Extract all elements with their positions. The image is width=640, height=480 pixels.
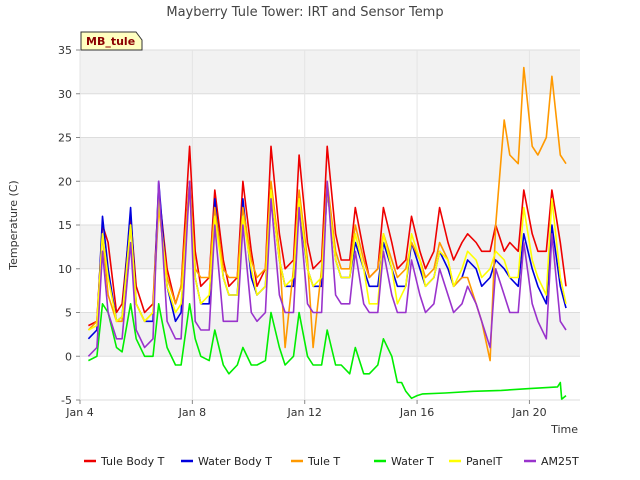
- site-badge-box: [80, 31, 143, 51]
- plot-band: [80, 50, 580, 94]
- site-badge-text: MB_tule: [86, 35, 135, 48]
- legend-item: Tule Body T: [84, 455, 165, 468]
- legend: Tule Body T Water Body T Tule T Water T Pane…: [84, 455, 579, 468]
- y-tick-label: 15: [58, 219, 72, 232]
- y-tick-label: 0: [65, 350, 72, 363]
- y-tick-label: 25: [58, 132, 72, 145]
- legend-item: Water T: [374, 455, 434, 468]
- x-axis-label: Time: [550, 423, 578, 436]
- y-axis-label: Temperature (C): [7, 180, 20, 270]
- legend-label: AM25T: [541, 455, 579, 468]
- legend-label: PanelT: [466, 455, 503, 468]
- legend-label: Water T: [391, 455, 434, 468]
- legend-item: AM25T: [524, 455, 579, 468]
- x-tick-label: Jan 20: [511, 406, 546, 419]
- series-line-6: [87, 180, 567, 357]
- y-tick-label: 35: [58, 44, 72, 57]
- legend-item: PanelT: [449, 455, 503, 468]
- legend-label: Tule T: [307, 455, 340, 468]
- x-tick-label: Jan 12: [286, 406, 321, 419]
- y-tick-label: 20: [58, 175, 72, 188]
- series-layer: [87, 66, 567, 400]
- x-tick-label: Jan 8: [178, 406, 206, 419]
- legend-label: Tule Body T: [100, 455, 165, 468]
- y-tick-label: 10: [58, 263, 72, 276]
- y-axis-ticks: -5 0 5 10 15 20 25 30 35: [58, 44, 80, 407]
- x-tick-label: Jan 4: [65, 406, 93, 419]
- series-line-1: [88, 145, 567, 327]
- plot-band: [80, 312, 580, 357]
- x-axis-ticks: Jan 4 Jan 8 Jan 12 Jan 16 Jan 20: [65, 400, 547, 419]
- x-tick-label: Jan 16: [399, 406, 434, 419]
- y-tick-label: 5: [65, 307, 72, 320]
- legend-label: Water Body T: [198, 455, 272, 468]
- chart-title: Mayberry Tule Tower: IRT and Sensor Temp: [166, 5, 443, 20]
- legend-item: Water Body T: [181, 455, 272, 468]
- y-tick-label: 30: [58, 88, 72, 101]
- y-tick-label: -5: [61, 394, 72, 407]
- site-badge: MB_tule: [80, 31, 143, 51]
- legend-item: Tule T: [291, 455, 340, 468]
- series-line-4: [88, 302, 567, 400]
